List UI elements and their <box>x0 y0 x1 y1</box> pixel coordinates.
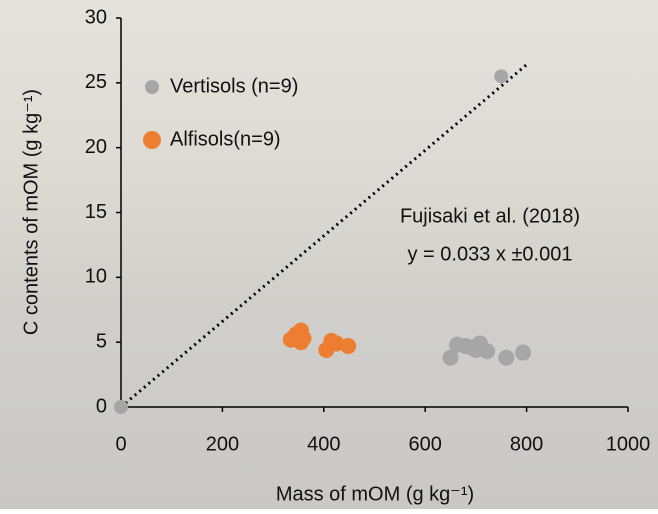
point <box>479 343 495 359</box>
point <box>296 330 312 346</box>
y-tick-label: 25 <box>85 71 107 93</box>
x-tick-label: 0 <box>115 433 126 455</box>
legend-label: Vertisols (n=9) <box>170 75 298 97</box>
reference-marker <box>494 69 508 83</box>
point <box>498 350 514 366</box>
x-tick-label: 400 <box>307 433 340 455</box>
y-tick-label: 15 <box>85 201 107 223</box>
y-axis-label: C contents of mOM (g kg⁻¹) <box>20 89 42 335</box>
y-tick-label: 0 <box>96 395 107 417</box>
legend-marker <box>145 80 159 94</box>
reference-marker <box>114 400 128 414</box>
point <box>340 338 356 354</box>
chart: Fujisaki et al. (2018) y = 0.033 x ±0.00… <box>0 0 658 509</box>
legend-label: Alfisols(n=9) <box>170 128 281 150</box>
y-tick-label: 10 <box>85 266 107 288</box>
x-tick-label: 200 <box>206 433 239 455</box>
x-tick-label: 1000 <box>606 433 651 455</box>
annotation: y = 0.033 x ±0.001 <box>408 243 573 265</box>
point <box>515 345 531 361</box>
legend-marker <box>143 131 161 149</box>
x-tick-label: 800 <box>510 433 543 455</box>
x-tick-label: 600 <box>409 433 442 455</box>
y-tick-label: 30 <box>85 6 107 28</box>
annotation: Fujisaki et al. (2018) <box>400 205 580 227</box>
y-tick-label: 5 <box>96 330 107 352</box>
x-axis-label: Mass of mOM (g kg⁻¹) <box>276 483 474 505</box>
y-tick-label: 20 <box>85 136 107 158</box>
